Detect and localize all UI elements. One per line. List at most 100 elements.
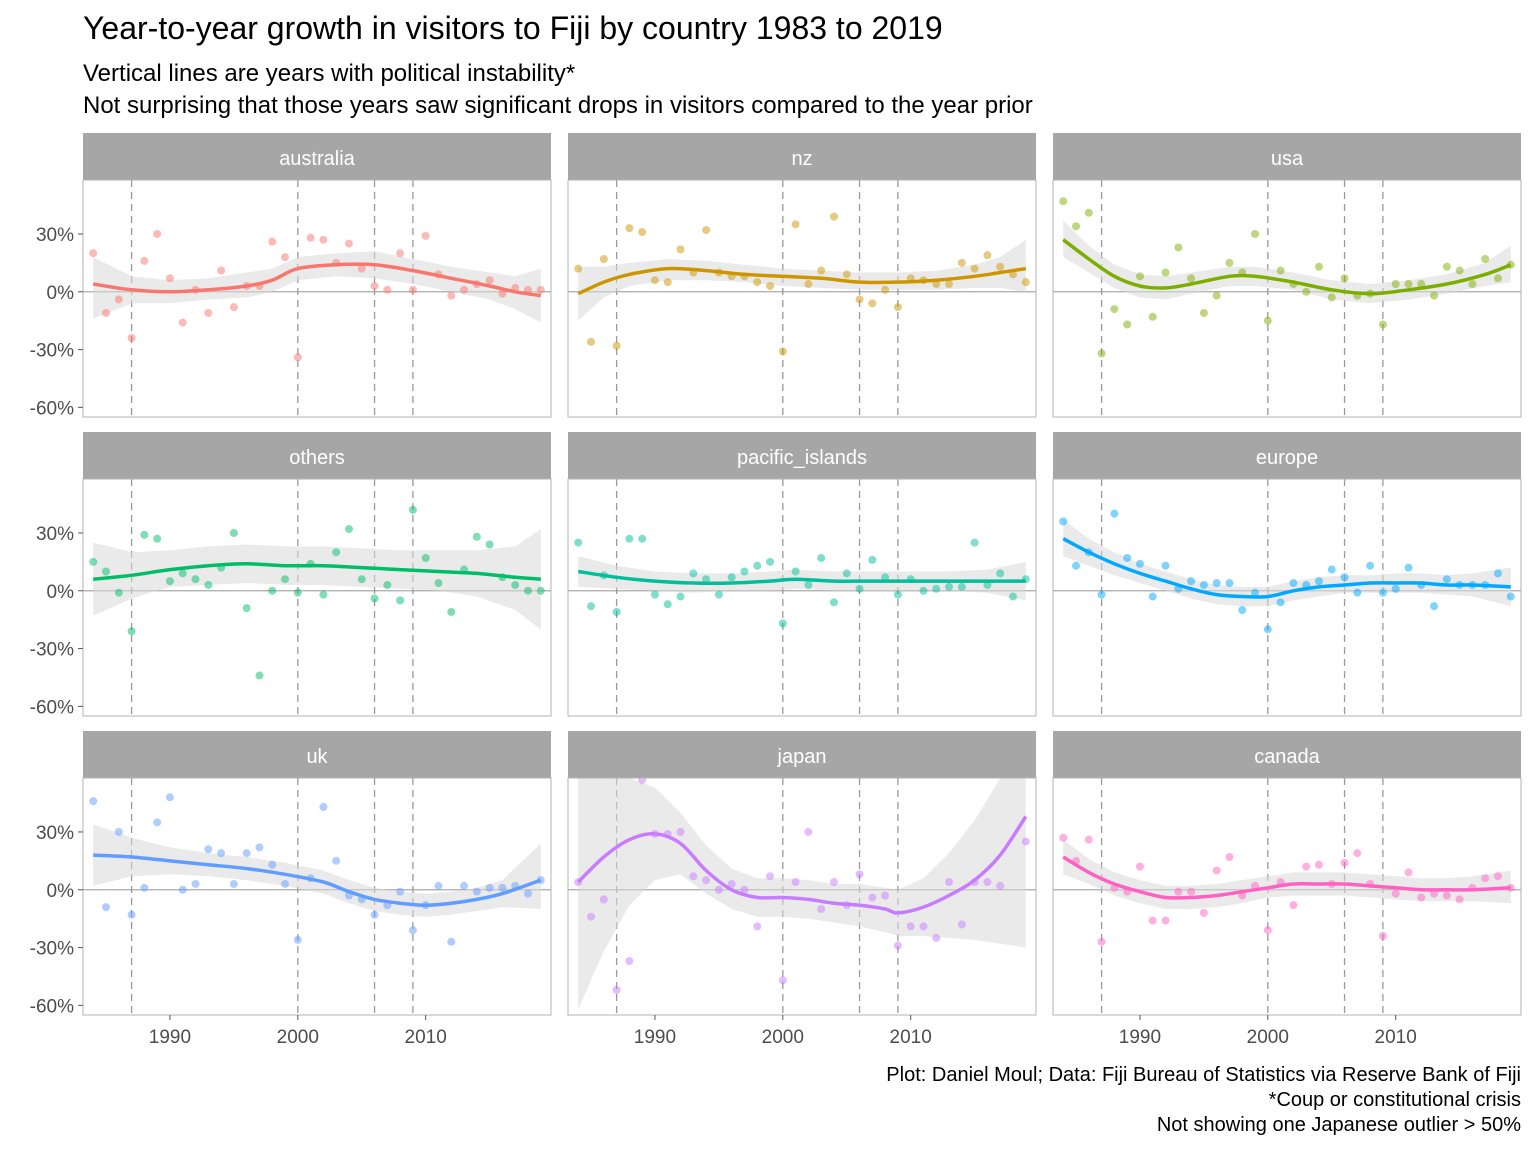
data-point-australia-1989 (153, 229, 162, 238)
data-point-japan-1992 (676, 827, 685, 836)
data-point-uk-1990 (165, 793, 174, 802)
data-point-pacific_islands-2004 (829, 598, 838, 607)
facet-panel-border (567, 777, 1037, 1016)
y-tick-label: -30% (30, 640, 74, 661)
confidence-band (93, 251, 541, 323)
data-point-australia-2004 (344, 239, 353, 248)
smooth-line-usa (1062, 238, 1512, 296)
y-tick-label: 0% (47, 582, 75, 603)
data-point-australia-2005 (357, 264, 366, 273)
y-tick-label: -60% (30, 996, 74, 1017)
data-point-pacific_islands-1985 (587, 602, 596, 611)
data-point-others-1984 (89, 557, 98, 566)
facet-plot-area (1053, 180, 1521, 417)
data-point-uk-1989 (153, 818, 162, 827)
data-point-usa-2011 (1404, 280, 1413, 289)
data-point-usa-2003 (1302, 287, 1311, 296)
facet-strip-label: uk (306, 746, 328, 768)
data-point-australia-1985 (102, 308, 111, 317)
data-point-canada-1987 (1097, 937, 1106, 946)
y-tick-label: -30% (30, 341, 74, 362)
data-point-japan-1993 (689, 872, 698, 881)
facet-strip (568, 432, 1036, 479)
facet-plot-area (568, 180, 1036, 417)
data-point-canada-2011 (1404, 868, 1413, 877)
data-point-uk-2018 (523, 889, 532, 898)
data-point-pacific_islands-2017 (996, 569, 1005, 578)
data-point-uk-1995 (229, 879, 238, 888)
facet-panel-border (567, 478, 1037, 717)
data-point-uk-2016 (498, 883, 507, 892)
data-point-uk-2014 (472, 887, 481, 896)
data-point-canada-1984 (1059, 833, 1068, 842)
facet-panel-border (1052, 777, 1522, 1016)
data-point-pacific_islands-1989 (638, 534, 647, 543)
data-point-japan-1995 (714, 885, 723, 894)
data-point-europe-2008 (1366, 561, 1375, 570)
data-point-australia-1995 (229, 303, 238, 312)
facet-strip (1053, 133, 1521, 180)
data-point-usa-2015 (1455, 266, 1464, 275)
data-point-australia-1993 (204, 308, 213, 317)
data-point-europe-2005 (1327, 565, 1336, 574)
facet-strip (83, 133, 551, 180)
confidence-band (1063, 839, 1511, 909)
data-point-pacific_islands-1998 (753, 561, 762, 570)
x-tick-label: 2000 (762, 1027, 804, 1048)
data-point-uk-1997 (255, 843, 264, 852)
data-point-uk-1988 (140, 883, 149, 892)
data-point-uk-1996 (242, 849, 251, 858)
data-point-canada-1994 (1187, 887, 1196, 896)
data-point-pacific_islands-2009 (893, 590, 902, 599)
data-point-nz-2014 (957, 258, 966, 267)
data-point-australia-1986 (114, 295, 123, 304)
y-tick-label: 0% (47, 881, 75, 902)
facet-strip (83, 731, 551, 778)
facet-strip-label: australia (279, 148, 355, 170)
confidence-band (578, 239, 1026, 321)
x-tick-label: 2000 (1247, 1027, 1289, 1048)
y-tick-label: 30% (36, 823, 74, 844)
data-point-others-1986 (114, 588, 123, 597)
data-point-usa-1992 (1161, 268, 1170, 277)
y-tick-label: -60% (30, 398, 74, 419)
data-point-pacific_islands-2016 (983, 580, 992, 589)
data-point-canada-2003 (1302, 862, 1311, 871)
data-point-europe-2001 (1276, 598, 1285, 607)
data-point-uk-2002 (319, 802, 328, 811)
data-point-nz-2009 (893, 303, 902, 312)
data-point-others-1999 (281, 575, 290, 584)
facet-panel-border (1052, 478, 1522, 717)
data-point-nz-1991 (663, 278, 672, 287)
data-point-usa-1997 (1225, 258, 1234, 267)
faceted-scatter-plot: australia -60% -30% 0% 30% nz usa others -60% -30… (30, 133, 1522, 1048)
data-point-australia-2006 (370, 281, 379, 290)
data-point-japan-2012 (932, 933, 941, 942)
data-point-usa-2016 (1468, 280, 1477, 289)
data-point-uk-2009 (408, 926, 417, 935)
data-point-nz-2002 (804, 280, 813, 289)
data-point-australia-2001 (306, 233, 315, 242)
data-point-nz-2001 (791, 220, 800, 229)
data-point-europe-1988 (1110, 509, 1119, 518)
data-point-australia-2002 (319, 235, 328, 244)
x-tick-label: 1990 (149, 1027, 191, 1048)
data-point-others-2002 (319, 590, 328, 599)
data-point-japan-1988 (625, 957, 634, 966)
data-point-pacific_islands-1991 (663, 600, 672, 609)
data-point-japan-2016 (983, 878, 992, 887)
data-point-others-1991 (178, 569, 187, 578)
data-point-nz-2013 (945, 280, 954, 289)
data-point-usa-1989 (1123, 320, 1132, 329)
data-point-japan-1998 (753, 922, 762, 931)
data-point-usa-2014 (1442, 262, 1451, 271)
data-point-pacific_islands-1992 (676, 592, 685, 601)
data-point-pacific_islands-2015 (970, 538, 979, 547)
facet-canada: canada 1990 2000 2010 (1052, 731, 1522, 1048)
facet-strip (1053, 731, 1521, 778)
data-point-europe-1991 (1148, 592, 1157, 601)
data-point-pacific_islands-1993 (689, 569, 698, 578)
data-point-nz-1989 (638, 228, 647, 237)
data-point-nz-2007 (868, 299, 877, 308)
chart-subtitle-line-2: Not surprising that those years saw sign… (83, 92, 1033, 119)
